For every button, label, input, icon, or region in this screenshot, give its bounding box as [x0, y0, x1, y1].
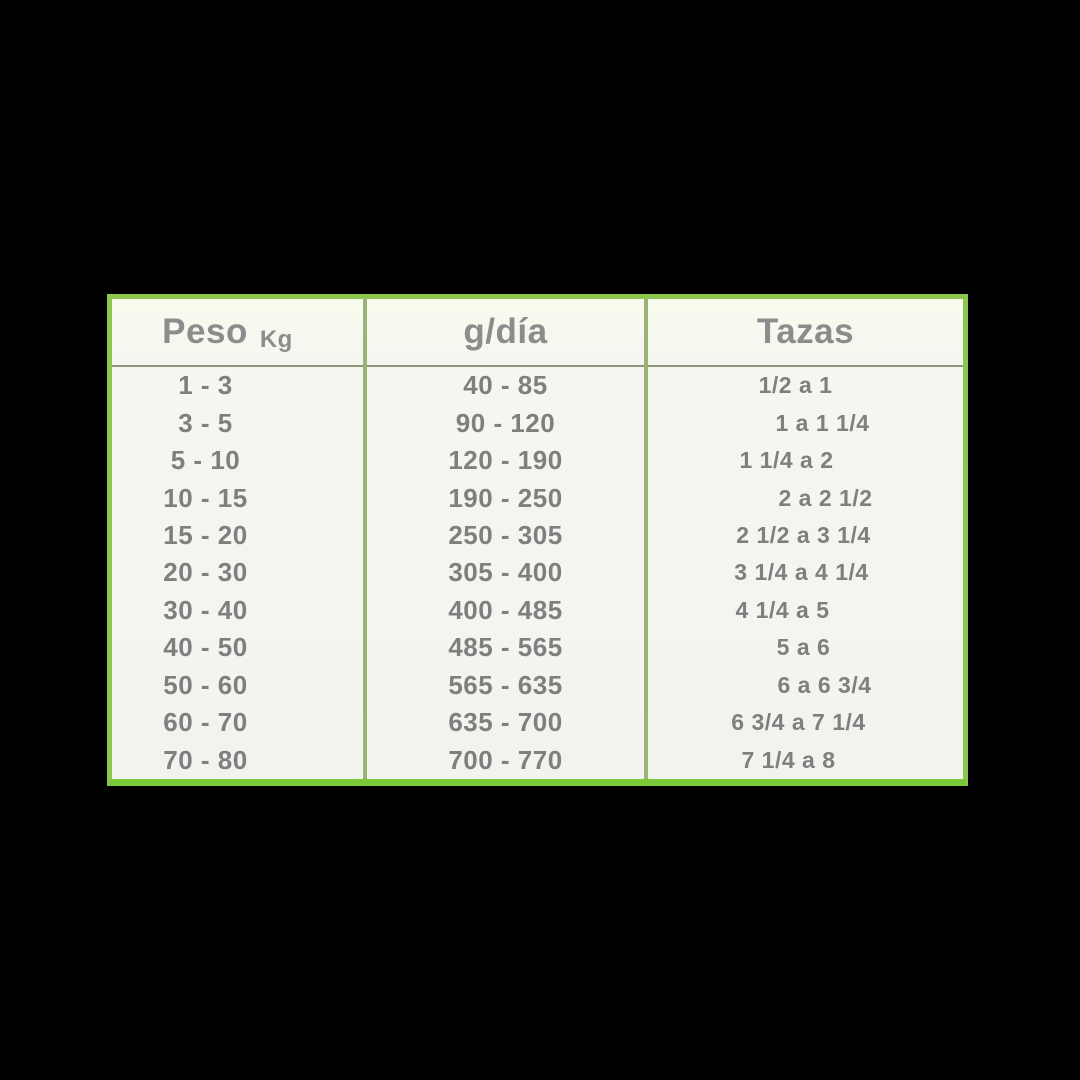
- table-cell: 1/2 a 1: [648, 367, 963, 404]
- table-cell: 1 a 1 1/4: [648, 404, 963, 441]
- table-cell: 305 - 400: [367, 554, 644, 591]
- table-cell-value: 20 - 30: [163, 557, 248, 588]
- peso-header: Peso Kg: [162, 312, 293, 353]
- table-cell: 3 1/4 a 4 1/4: [648, 554, 963, 591]
- table-cell: 15 - 20: [112, 517, 363, 554]
- table-cell: 60 - 70: [112, 704, 363, 741]
- table-cell-value: 15 - 20: [163, 520, 248, 551]
- table-cell: 2 1/2 a 3 1/4: [648, 517, 963, 554]
- table-cell: 5 a 6: [648, 629, 963, 666]
- gdia-column-body: 40 - 85 90 - 120 120 - 190 190 - 250 250 - 3…: [367, 367, 644, 779]
- column-header-gdia: g/día: [367, 299, 644, 367]
- peso-header-unit: Kg: [259, 326, 293, 353]
- table-cell: 30 - 40: [112, 592, 363, 629]
- table-cell-value: 700 - 770: [448, 744, 563, 775]
- table-cell: 20 - 30: [112, 554, 363, 591]
- table-cell: 6 3/4 a 7 1/4: [648, 704, 963, 741]
- table-cell-value: 4 1/4 a 5: [735, 596, 830, 623]
- table-cell-value: 70 - 80: [163, 744, 248, 775]
- table-cell: 40 - 85: [367, 367, 644, 404]
- table-cell-value: 30 - 40: [163, 594, 248, 625]
- table-cell-value: 1 - 3: [178, 370, 233, 401]
- column-header-tazas: Tazas: [648, 299, 963, 367]
- table-cell: 120 - 190: [367, 442, 644, 479]
- table-cell: 3 - 5: [112, 404, 363, 441]
- table-cell: 1 1/4 a 2: [648, 442, 963, 479]
- tazas-header-label: Tazas: [756, 312, 855, 351]
- table-cell-value: 90 - 120: [455, 407, 556, 438]
- table-cell: 400 - 485: [367, 592, 644, 629]
- column-grams-per-day: g/día 40 - 85 90 - 120 120 - 190 190 - 250 2…: [367, 299, 648, 779]
- table-cell-value: 1 1/4 a 2: [739, 447, 834, 474]
- table-cell-value: 5 a 6: [776, 634, 831, 661]
- table-cell: 1 - 3: [112, 367, 363, 404]
- table-cell: 2 a 2 1/2: [648, 479, 963, 516]
- table-cell: 6 a 6 3/4: [648, 667, 963, 704]
- table-cell: 5 - 10: [112, 442, 363, 479]
- feeding-guide-table: Peso Kg 1 - 3 3 - 5 5 - 10 10 - 15 15 - 20 20…: [107, 294, 968, 786]
- tazas-column-body: 1/2 a 1 1 a 1 1/4 1 1/4 a 2 2 a 2 1/2 2 1/2 …: [648, 367, 963, 779]
- table-cell-value: 635 - 700: [448, 707, 563, 738]
- table-cell: 10 - 15: [112, 479, 363, 516]
- table-cell-value: 40 - 50: [163, 632, 248, 663]
- peso-column-body: 1 - 3 3 - 5 5 - 10 10 - 15 15 - 20 20 - 30 30 …: [112, 367, 363, 779]
- table-cell-value: 50 - 60: [163, 669, 248, 700]
- gdia-header-label: g/día: [463, 312, 548, 351]
- peso-header-label: Peso: [162, 312, 248, 351]
- table-cell: 700 - 770: [367, 742, 644, 779]
- table-cell-value: 400 - 485: [448, 594, 563, 625]
- table-cell-value: 7 1/4 a 8: [741, 746, 836, 773]
- table-cell-value: 485 - 565: [448, 632, 563, 663]
- table-cell-value: 1 a 1 1/4: [775, 409, 870, 436]
- table-cell: 7 1/4 a 8: [648, 742, 963, 779]
- table-cell-value: 6 3/4 a 7 1/4: [731, 709, 866, 736]
- table-cell-value: 565 - 635: [448, 669, 563, 700]
- table-cell: 70 - 80: [112, 742, 363, 779]
- table-cell: 635 - 700: [367, 704, 644, 741]
- column-peso: Peso Kg 1 - 3 3 - 5 5 - 10 10 - 15 15 - 20 20…: [112, 299, 367, 779]
- table-cell-value: 60 - 70: [163, 707, 248, 738]
- table-cell-value: 250 - 305: [448, 520, 563, 551]
- table-cell-value: 6 a 6 3/4: [777, 671, 872, 698]
- table-cell-value: 3 1/4 a 4 1/4: [734, 559, 869, 586]
- table-cell-value: 3 - 5: [178, 407, 233, 438]
- table-cell-value: 120 - 190: [448, 445, 563, 476]
- table-cell-value: 10 - 15: [163, 482, 248, 513]
- table-cell: 250 - 305: [367, 517, 644, 554]
- table-cell-value: 2 a 2 1/2: [778, 484, 873, 511]
- table-cell-value: 5 - 10: [170, 445, 241, 476]
- table-cell-value: 305 - 400: [448, 557, 563, 588]
- table-cell-value: 190 - 250: [448, 482, 563, 513]
- table-cell: 50 - 60: [112, 667, 363, 704]
- table-cell: 565 - 635: [367, 667, 644, 704]
- column-header-peso: Peso Kg: [112, 299, 363, 367]
- table-cell: 190 - 250: [367, 479, 644, 516]
- table-cell: 4 1/4 a 5: [648, 592, 963, 629]
- table-cell: 90 - 120: [367, 404, 644, 441]
- column-tazas: Tazas 1/2 a 1 1 a 1 1/4 1 1/4 a 2 2 a 2 1/2…: [648, 299, 963, 779]
- table-cell: 485 - 565: [367, 629, 644, 666]
- table-cell-value: 40 - 85: [463, 370, 548, 401]
- table-cell-value: 1/2 a 1: [758, 372, 833, 399]
- table-cell: 40 - 50: [112, 629, 363, 666]
- table-cell-value: 2 1/2 a 3 1/4: [736, 522, 871, 549]
